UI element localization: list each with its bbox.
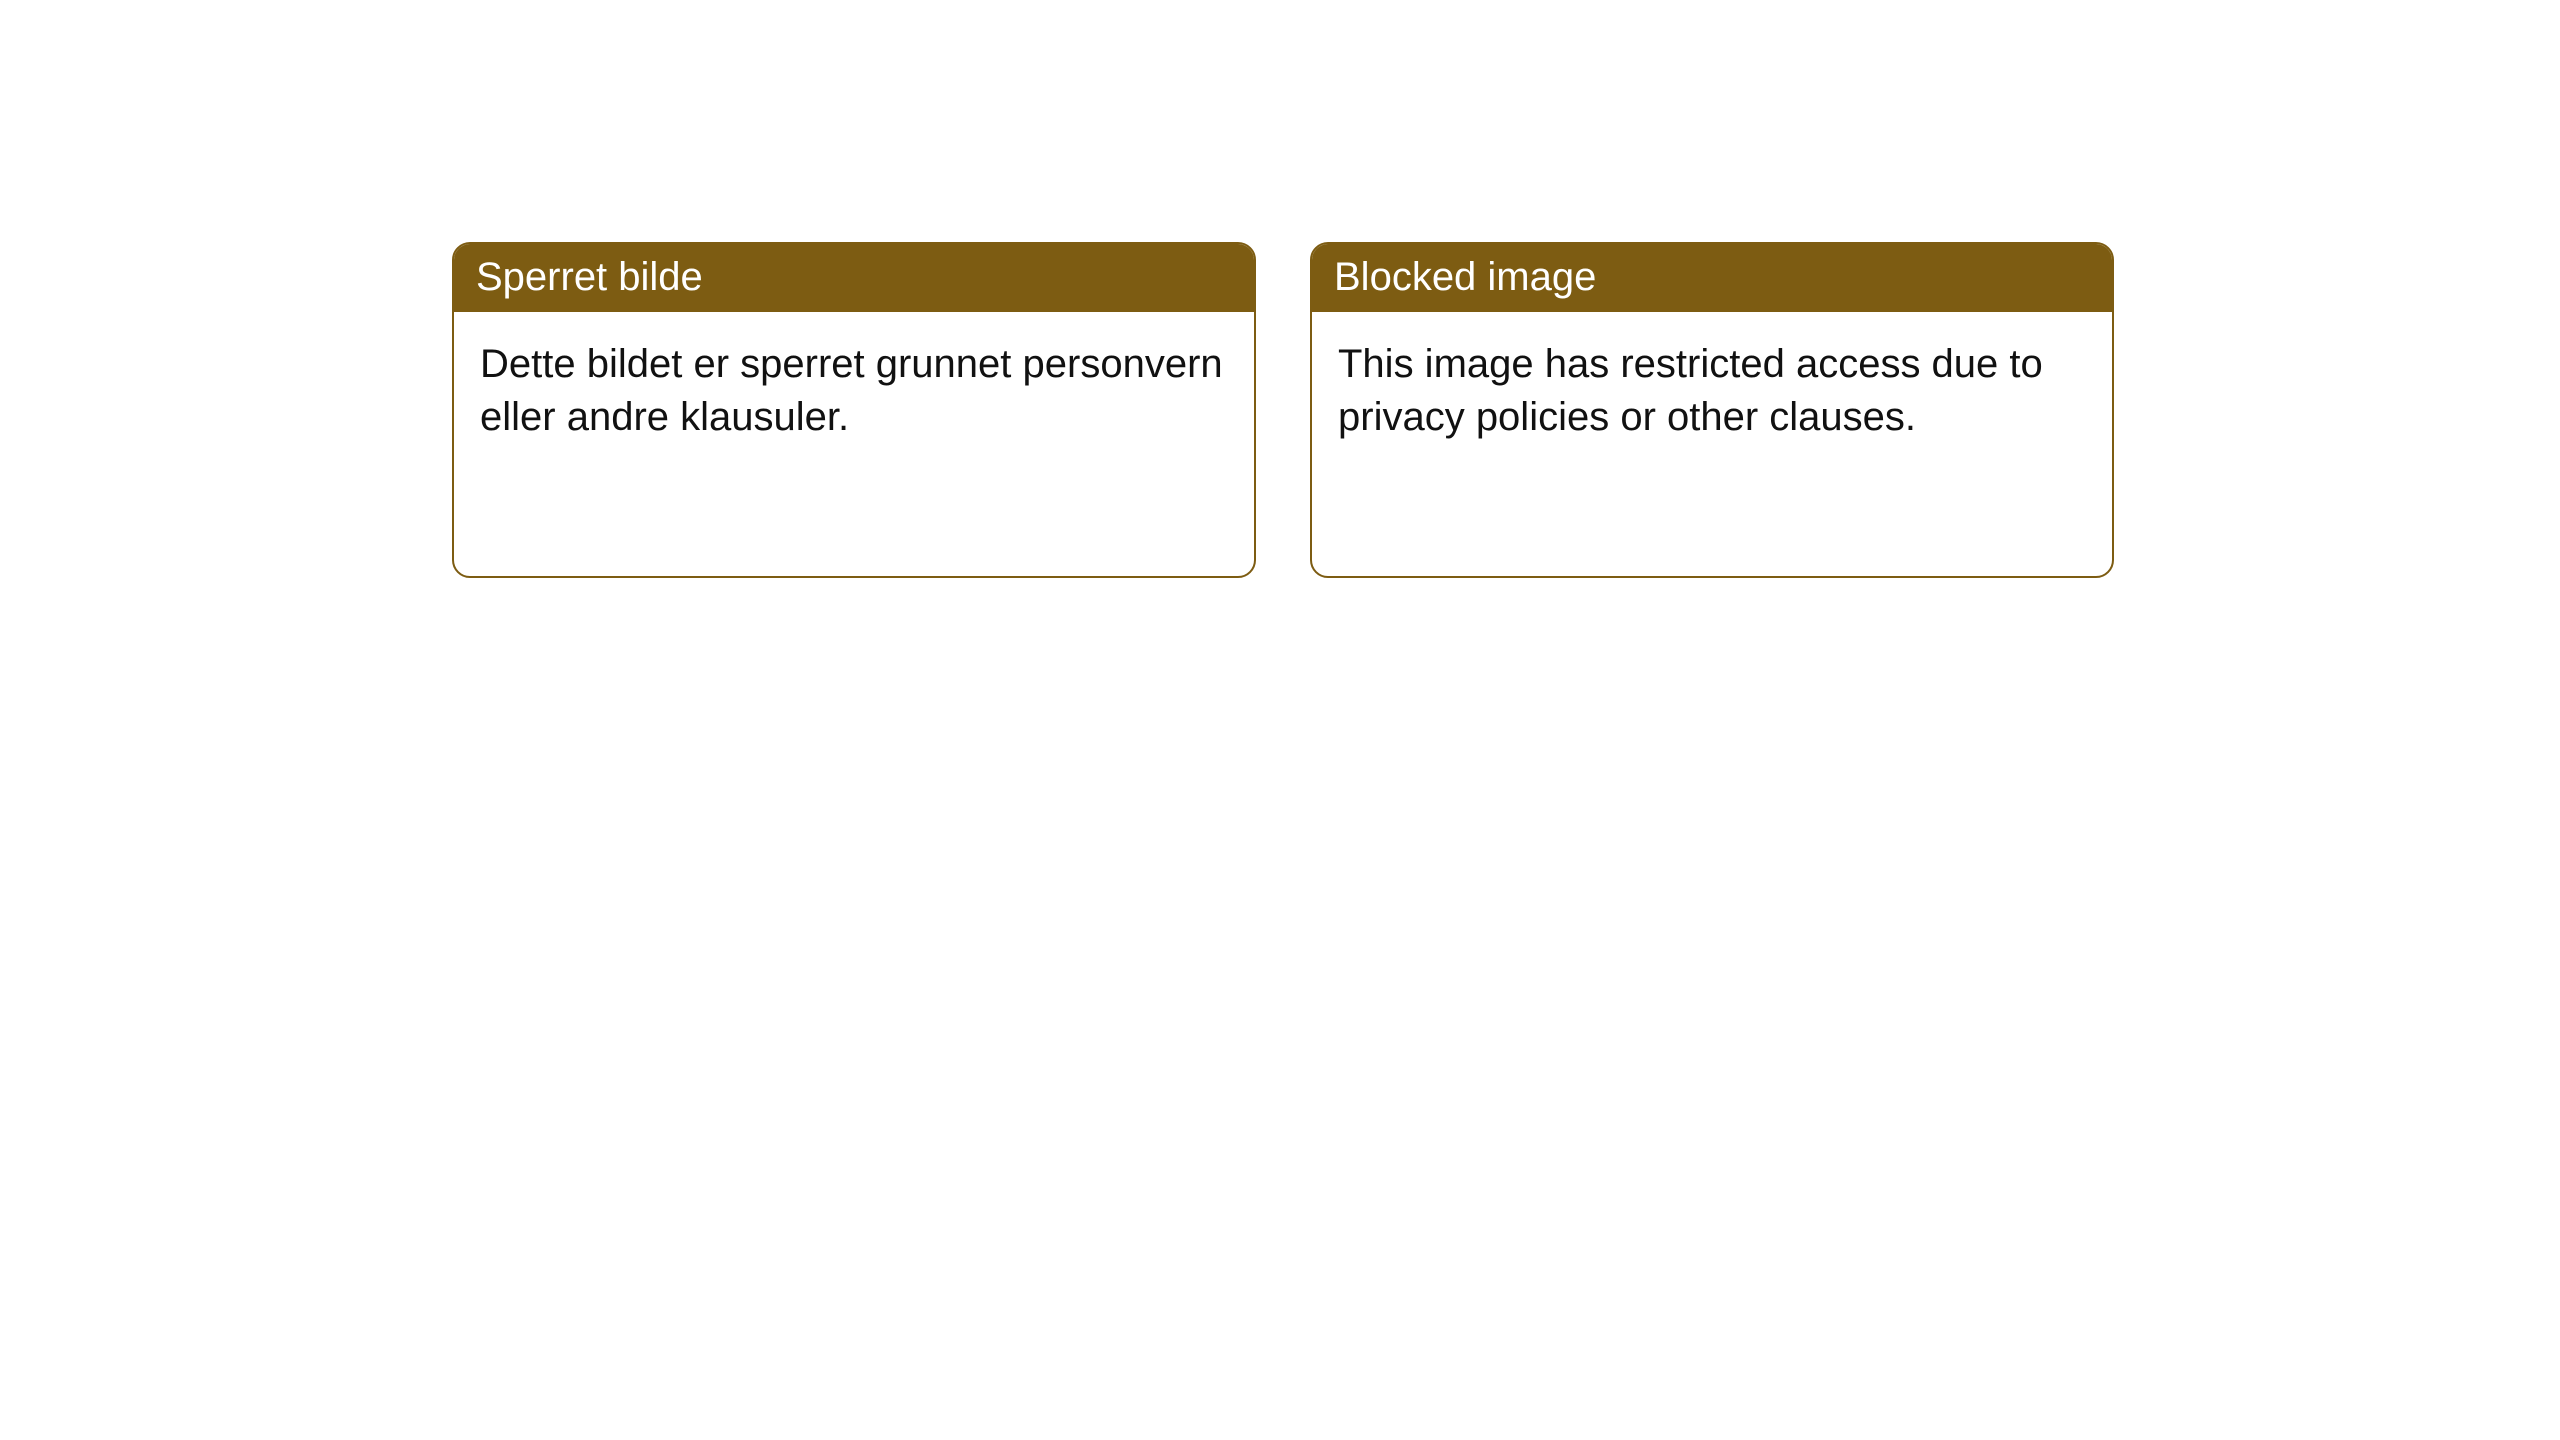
notice-card-english: Blocked image This image has restricted … [1310,242,2114,578]
notice-card-title: Blocked image [1312,244,2112,312]
notice-cards-container: Sperret bilde Dette bildet er sperret gr… [452,242,2114,578]
notice-card-body: Dette bildet er sperret grunnet personve… [454,312,1254,470]
notice-card-norwegian: Sperret bilde Dette bildet er sperret gr… [452,242,1256,578]
notice-card-title: Sperret bilde [454,244,1254,312]
notice-card-body: This image has restricted access due to … [1312,312,2112,470]
